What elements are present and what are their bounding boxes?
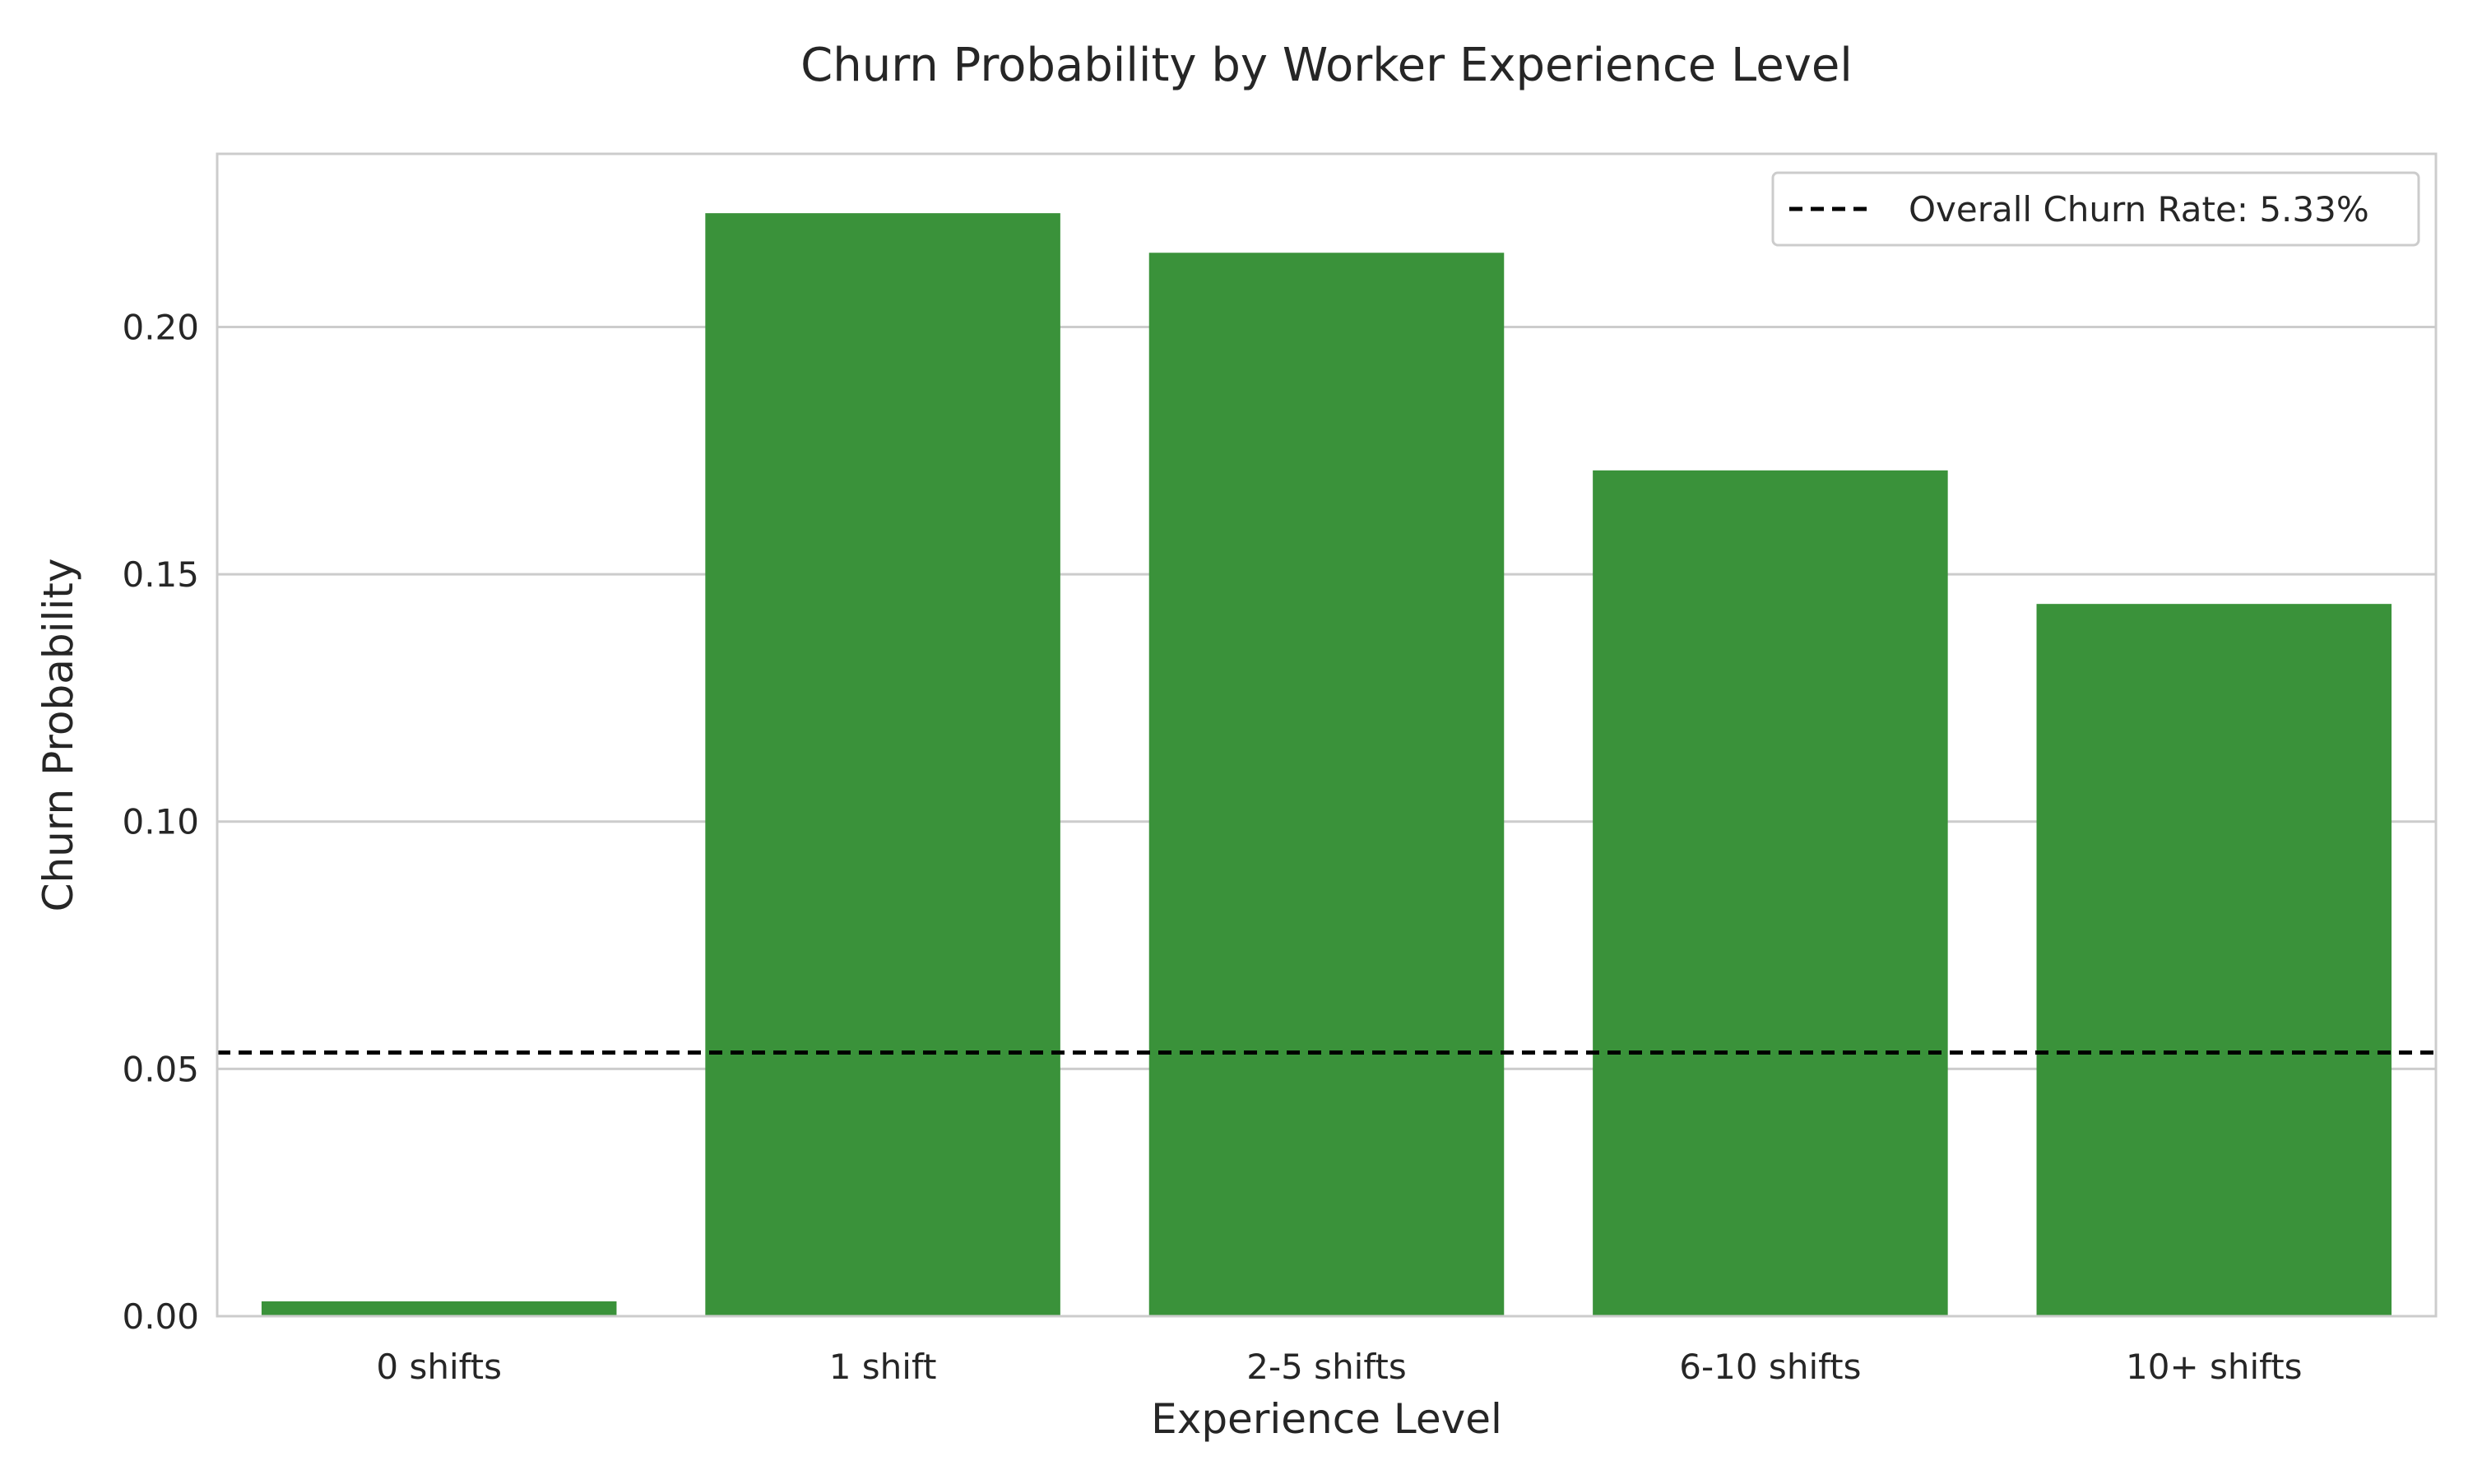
legend-label: Overall Churn Rate: 5.33%: [1909, 189, 2369, 230]
y-tick-label: 0.10: [122, 802, 199, 842]
bars: [261, 213, 2392, 1316]
y-axis-ticks: 0.00 0.05 0.10 0.15 0.20: [122, 307, 199, 1337]
bar: [705, 213, 1060, 1316]
x-axis-ticks: 0 shifts 1 shift 2-5 shifts 6-10 shifts 10+ …: [376, 1347, 2302, 1387]
legend-box: [1771, 171, 2420, 247]
chart-title: Churn Probability by Worker Experience L…: [800, 39, 1853, 92]
bar: [2036, 604, 2392, 1316]
x-tick-label: 10+ shifts: [2126, 1347, 2303, 1387]
x-tick-label: 6-10 shifts: [1679, 1347, 1861, 1387]
bar: [1593, 470, 1948, 1316]
bar: [261, 1301, 617, 1316]
x-tick-label: 2-5 shifts: [1246, 1347, 1407, 1387]
y-tick-label: 0.15: [122, 554, 199, 595]
y-tick-label: 0.20: [122, 307, 199, 347]
legend: Overall Churn Rate: 5.33%: [1771, 171, 2420, 247]
x-tick-label: 0 shifts: [376, 1347, 502, 1387]
y-axis-label: Churn Probability: [35, 559, 82, 912]
bar: [1148, 253, 1505, 1316]
y-tick-label: 0.00: [122, 1296, 199, 1337]
y-tick-label: 0.05: [122, 1049, 199, 1089]
plot-frame: [216, 152, 2438, 1318]
x-axis-label: Experience Level: [1151, 1395, 1502, 1443]
x-tick-label: 1 shift: [829, 1347, 937, 1387]
